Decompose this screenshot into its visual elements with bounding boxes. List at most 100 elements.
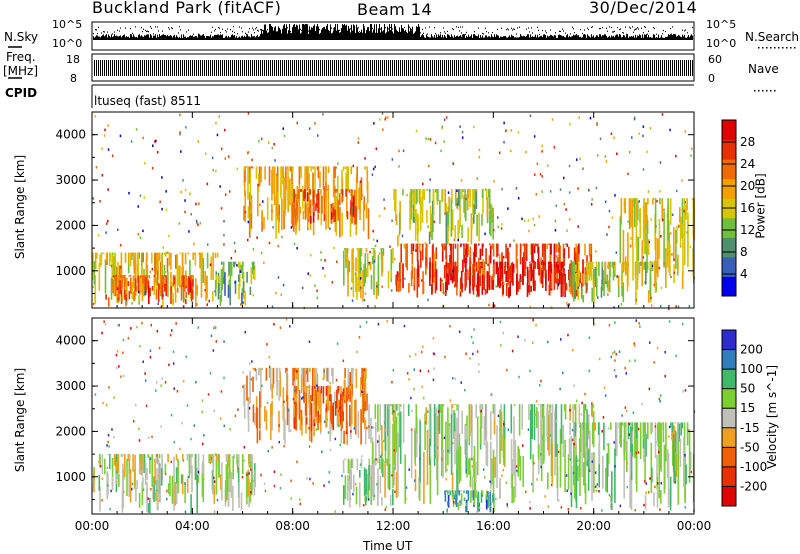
power-point [383,198,385,201]
power-cell [556,261,558,274]
sky-trace [520,34,521,40]
freq-label: Freq. [6,50,36,64]
power-point [415,249,417,252]
velocity-point [355,483,357,486]
power-cell [299,166,302,172]
power-cell [113,275,116,280]
sky-trace [312,27,313,40]
power-cell [584,274,587,285]
power-point [144,292,146,295]
power-point [503,282,505,285]
velocity-point [581,401,583,405]
sky-trace [226,35,227,40]
search-dot [147,30,148,32]
velocity-cell [115,461,117,472]
freq-trace [366,60,367,76]
power-point [633,116,636,119]
power-cell [159,283,161,291]
freq-trace [154,60,155,76]
power-cell [679,207,681,223]
power-cell [115,275,117,277]
power-cell [602,269,605,282]
freq-trace [348,60,349,76]
sky-trace [609,35,610,40]
search-dot [146,30,147,33]
sky-trace [663,37,664,40]
power-cell [212,252,214,280]
velocity-cell [470,432,473,460]
velocity-cell [146,491,148,502]
power-point [443,118,446,121]
power-point [541,190,543,193]
velocity-cell [593,422,596,431]
velocity-point [588,336,591,339]
power-cell [382,248,385,256]
power-cell [631,200,634,247]
sky-trace [275,26,276,40]
power-cell [298,184,301,231]
search-dot [602,26,603,29]
velocity-point [306,477,308,480]
sky-trace [452,36,453,40]
velocity-cell [139,459,142,475]
power-cell [447,206,450,231]
power-point [274,159,276,162]
power-cell [410,189,413,209]
velocity-cell [247,469,249,497]
power-point [271,146,274,150]
power-cell [649,268,652,288]
power-cell [113,256,115,279]
velocity-point [313,423,316,426]
power-point [638,200,640,203]
power-point [120,274,122,278]
velocity-point [321,450,323,453]
velocity-point [460,381,462,384]
velocity-point [315,428,317,431]
velocity-cell [460,493,463,505]
sky-trace [542,37,543,40]
power-cell [153,275,156,287]
sky-trace [304,24,305,40]
power-cell [268,166,271,186]
velocity-point [229,427,231,431]
velocity-point [409,355,411,358]
velocity-point [292,397,295,401]
freq-trace [656,60,657,76]
power-cell [365,268,368,278]
power-cell [425,257,427,266]
power-cell [103,252,105,254]
power-cell [459,277,462,293]
sky-trace [509,35,510,40]
sky-trace [675,34,676,40]
power-cell [547,261,550,281]
freq-trace [376,60,377,76]
velocity-point [243,459,246,462]
power-cell [505,243,507,259]
power-cell [577,280,580,301]
search-dot [456,26,457,28]
velocity-point [626,462,629,465]
freq-trace [350,60,351,76]
velocity-cell [487,491,489,498]
velocity-point [499,320,502,324]
search-dot [120,27,121,29]
velocity-point [584,392,586,396]
power-cell [316,166,319,170]
freq-trace [364,60,365,76]
sky-trace [636,37,637,40]
sky-trace [360,32,361,40]
sky-trace [435,37,436,40]
power-point [333,246,335,250]
power-point [577,286,580,289]
power-cell [394,190,396,212]
velocity-point [684,454,686,457]
freq-trace [426,60,427,76]
velocity-cell [230,472,233,498]
power-cell [469,276,471,294]
power-cell [292,166,294,174]
velocity-cell [662,422,664,430]
velocity-cell [309,367,311,373]
sky-trace [550,34,551,40]
freq-trace [534,60,535,76]
velocity-point [151,435,153,439]
